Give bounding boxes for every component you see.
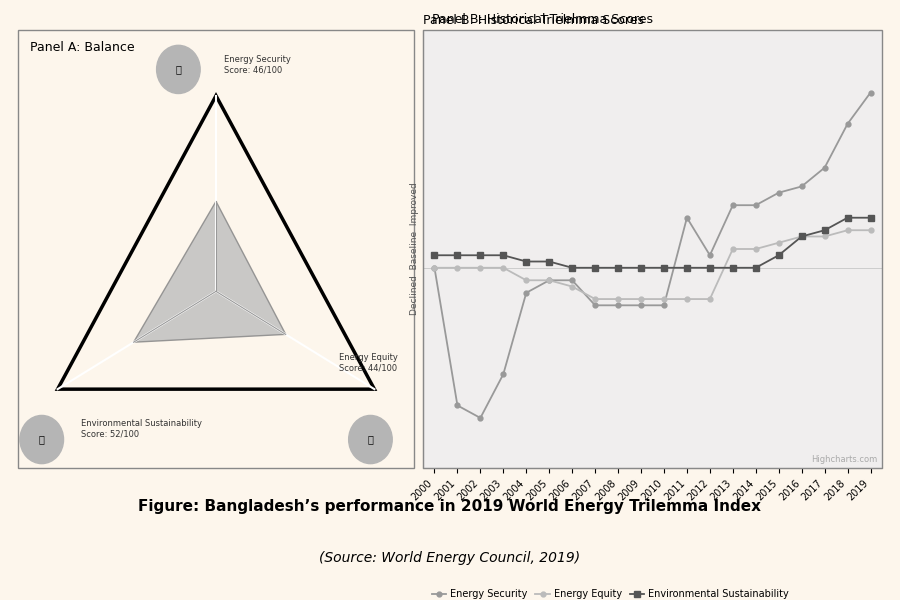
Energy Equity bbox=[475, 264, 486, 271]
Text: (Source: World Energy Council, 2019): (Source: World Energy Council, 2019) bbox=[320, 551, 580, 565]
Energy Security bbox=[681, 214, 692, 221]
Environmental Sustainability bbox=[567, 264, 578, 271]
Energy Equity bbox=[842, 227, 853, 234]
Environmental Sustainability bbox=[429, 251, 440, 259]
Environmental Sustainability bbox=[590, 264, 600, 271]
Energy Security bbox=[429, 264, 440, 271]
Energy Equity bbox=[705, 295, 716, 302]
Text: Panel B: Historical Trielmma Scores: Panel B: Historical Trielmma Scores bbox=[432, 13, 653, 26]
Line: Energy Security: Energy Security bbox=[432, 90, 873, 421]
Environmental Sustainability bbox=[475, 251, 486, 259]
Energy Equity bbox=[635, 295, 646, 302]
Environmental Sustainability bbox=[705, 264, 716, 271]
Environmental Sustainability bbox=[613, 264, 624, 271]
Text: Highcharts.com: Highcharts.com bbox=[811, 455, 878, 464]
Environmental Sustainability bbox=[544, 258, 554, 265]
Energy Security bbox=[727, 202, 738, 209]
Energy Security bbox=[521, 289, 532, 296]
Energy Equity bbox=[681, 295, 692, 302]
Text: Panel A: Balance: Panel A: Balance bbox=[30, 41, 134, 54]
Circle shape bbox=[157, 46, 200, 94]
Text: Figure: Bangladesh’s performance in 2019 World Energy Trilemma Index: Figure: Bangladesh’s performance in 2019… bbox=[139, 499, 761, 514]
Energy Equity bbox=[521, 277, 532, 284]
Energy Security bbox=[452, 402, 463, 409]
Text: Energy Equity
Score: 44/100: Energy Equity Score: 44/100 bbox=[338, 353, 398, 373]
Y-axis label: Declined  Baseline  Improved: Declined Baseline Improved bbox=[410, 182, 418, 316]
Energy Security bbox=[796, 183, 807, 190]
Energy Equity bbox=[796, 233, 807, 240]
Circle shape bbox=[20, 415, 64, 464]
Energy Equity bbox=[659, 295, 670, 302]
Energy Security bbox=[544, 277, 554, 284]
Environmental Sustainability bbox=[635, 264, 646, 271]
Energy Equity bbox=[567, 283, 578, 290]
Energy Security bbox=[865, 89, 876, 96]
Polygon shape bbox=[133, 202, 285, 342]
Environmental Sustainability bbox=[842, 214, 853, 221]
Line: Energy Equity: Energy Equity bbox=[432, 228, 873, 301]
Energy Equity bbox=[452, 264, 463, 271]
Energy Equity bbox=[544, 277, 554, 284]
Environmental Sustainability bbox=[727, 264, 738, 271]
Energy Equity bbox=[751, 245, 761, 253]
Energy Equity bbox=[590, 295, 600, 302]
Text: Panel B: Historical Trielmma Scores: Panel B: Historical Trielmma Scores bbox=[423, 14, 644, 28]
Energy Security bbox=[613, 302, 624, 309]
Energy Equity bbox=[773, 239, 784, 247]
Energy Security bbox=[705, 251, 716, 259]
Environmental Sustainability bbox=[521, 258, 532, 265]
Text: 🌿: 🌿 bbox=[39, 434, 45, 445]
Line: Environmental Sustainability: Environmental Sustainability bbox=[432, 215, 873, 271]
Energy Security bbox=[751, 202, 761, 209]
Energy Security bbox=[475, 415, 486, 422]
Energy Equity bbox=[819, 233, 830, 240]
Environmental Sustainability bbox=[751, 264, 761, 271]
Energy Security bbox=[659, 302, 670, 309]
Environmental Sustainability bbox=[819, 227, 830, 234]
Environmental Sustainability bbox=[865, 214, 876, 221]
Energy Security bbox=[842, 120, 853, 127]
Environmental Sustainability bbox=[681, 264, 692, 271]
Energy Security bbox=[567, 277, 578, 284]
Energy Equity bbox=[865, 227, 876, 234]
Energy Equity bbox=[429, 264, 440, 271]
Energy Security bbox=[773, 189, 784, 196]
Energy Security bbox=[498, 371, 508, 378]
Environmental Sustainability bbox=[498, 251, 508, 259]
Energy Equity bbox=[498, 264, 508, 271]
Environmental Sustainability bbox=[773, 251, 784, 259]
Energy Security bbox=[819, 164, 830, 171]
Environmental Sustainability bbox=[452, 251, 463, 259]
Energy Equity bbox=[613, 295, 624, 302]
Energy Security bbox=[590, 302, 600, 309]
Legend: Energy Security, Energy Equity, Environmental Sustainability: Energy Security, Energy Equity, Environm… bbox=[428, 586, 793, 600]
Text: 🔌: 🔌 bbox=[367, 434, 374, 445]
Text: Energy Security
Score: 46/100: Energy Security Score: 46/100 bbox=[224, 55, 291, 75]
Environmental Sustainability bbox=[659, 264, 670, 271]
Text: Environmental Sustainability
Score: 52/100: Environmental Sustainability Score: 52/1… bbox=[81, 419, 202, 438]
Text: 🔒: 🔒 bbox=[176, 64, 181, 74]
Environmental Sustainability bbox=[796, 233, 807, 240]
Energy Security bbox=[635, 302, 646, 309]
Circle shape bbox=[348, 415, 392, 464]
Energy Equity bbox=[727, 245, 738, 253]
